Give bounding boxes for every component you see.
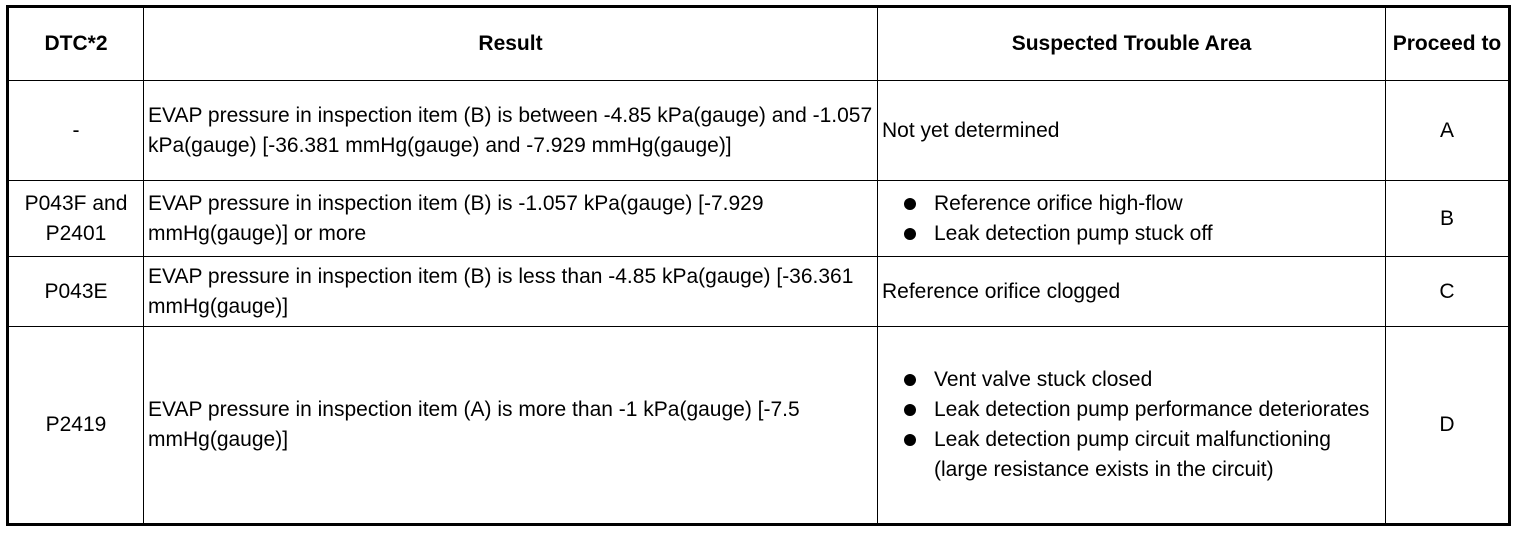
result-cell: EVAP pressure in inspection item (A) is … bbox=[143, 326, 878, 525]
trouble-item: Leak detection pump performance deterior… bbox=[904, 395, 1381, 425]
trouble-area-cell: Not yet determined bbox=[877, 80, 1386, 181]
dtc-table: DTC*2 Result Suspected Trouble Area Proceed… bbox=[6, 5, 1511, 526]
table-wrap: DTC*2 Result Suspected Trouble Area Proceed… bbox=[6, 5, 1511, 526]
header-cell: Suspected Trouble Area bbox=[877, 6, 1386, 81]
dtc-cell: P2419 bbox=[7, 326, 144, 525]
trouble-item: Reference orifice high-flow bbox=[904, 189, 1381, 219]
dtc-cell: - bbox=[7, 80, 144, 181]
data-row: P2419 EVAP pressure in inspection item (A… bbox=[7, 326, 1510, 525]
trouble-list: Reference orifice high-flow Leak detectio… bbox=[882, 189, 1381, 249]
trouble-area-cell: Reference orifice high-flow Leak detectio… bbox=[877, 180, 1386, 257]
result-cell: EVAP pressure in inspection item (B) is … bbox=[143, 256, 878, 327]
trouble-area-cell: Reference orifice clogged bbox=[877, 256, 1386, 327]
table-body: DTC*2 Result Suspected Trouble Area Proceed… bbox=[7, 6, 1510, 525]
header-cell: DTC*2 bbox=[7, 6, 144, 81]
data-row: P043E EVAP pressure in inspection item (B… bbox=[7, 256, 1510, 327]
trouble-area-cell: Vent valve stuck closed Leak detection pu… bbox=[877, 326, 1386, 525]
proceed-cell: D bbox=[1385, 326, 1510, 525]
trouble-list: Vent valve stuck closed Leak detection pu… bbox=[882, 365, 1381, 485]
trouble-item: Leak detection pump circuit malfunctioni… bbox=[904, 425, 1381, 485]
data-row: P043F and P2401 EVAP pressure in inspecti… bbox=[7, 180, 1510, 257]
dtc-cell: P043F and P2401 bbox=[7, 180, 144, 257]
proceed-cell: B bbox=[1385, 180, 1510, 257]
data-row: - EVAP pressure in inspection item (B) is… bbox=[7, 80, 1510, 181]
proceed-cell: C bbox=[1385, 256, 1510, 327]
trouble-item: Leak detection pump stuck off bbox=[904, 219, 1381, 249]
header-cell: Result bbox=[143, 6, 878, 81]
header-cell: Proceed to bbox=[1385, 6, 1510, 81]
header-row: DTC*2 Result Suspected Trouble Area Proceed… bbox=[7, 6, 1510, 81]
result-cell: EVAP pressure in inspection item (B) is … bbox=[143, 180, 878, 257]
trouble-item: Vent valve stuck closed bbox=[904, 365, 1381, 395]
proceed-cell: A bbox=[1385, 80, 1510, 181]
dtc-cell: P043E bbox=[7, 256, 144, 327]
result-cell: EVAP pressure in inspection item (B) is … bbox=[143, 80, 878, 181]
